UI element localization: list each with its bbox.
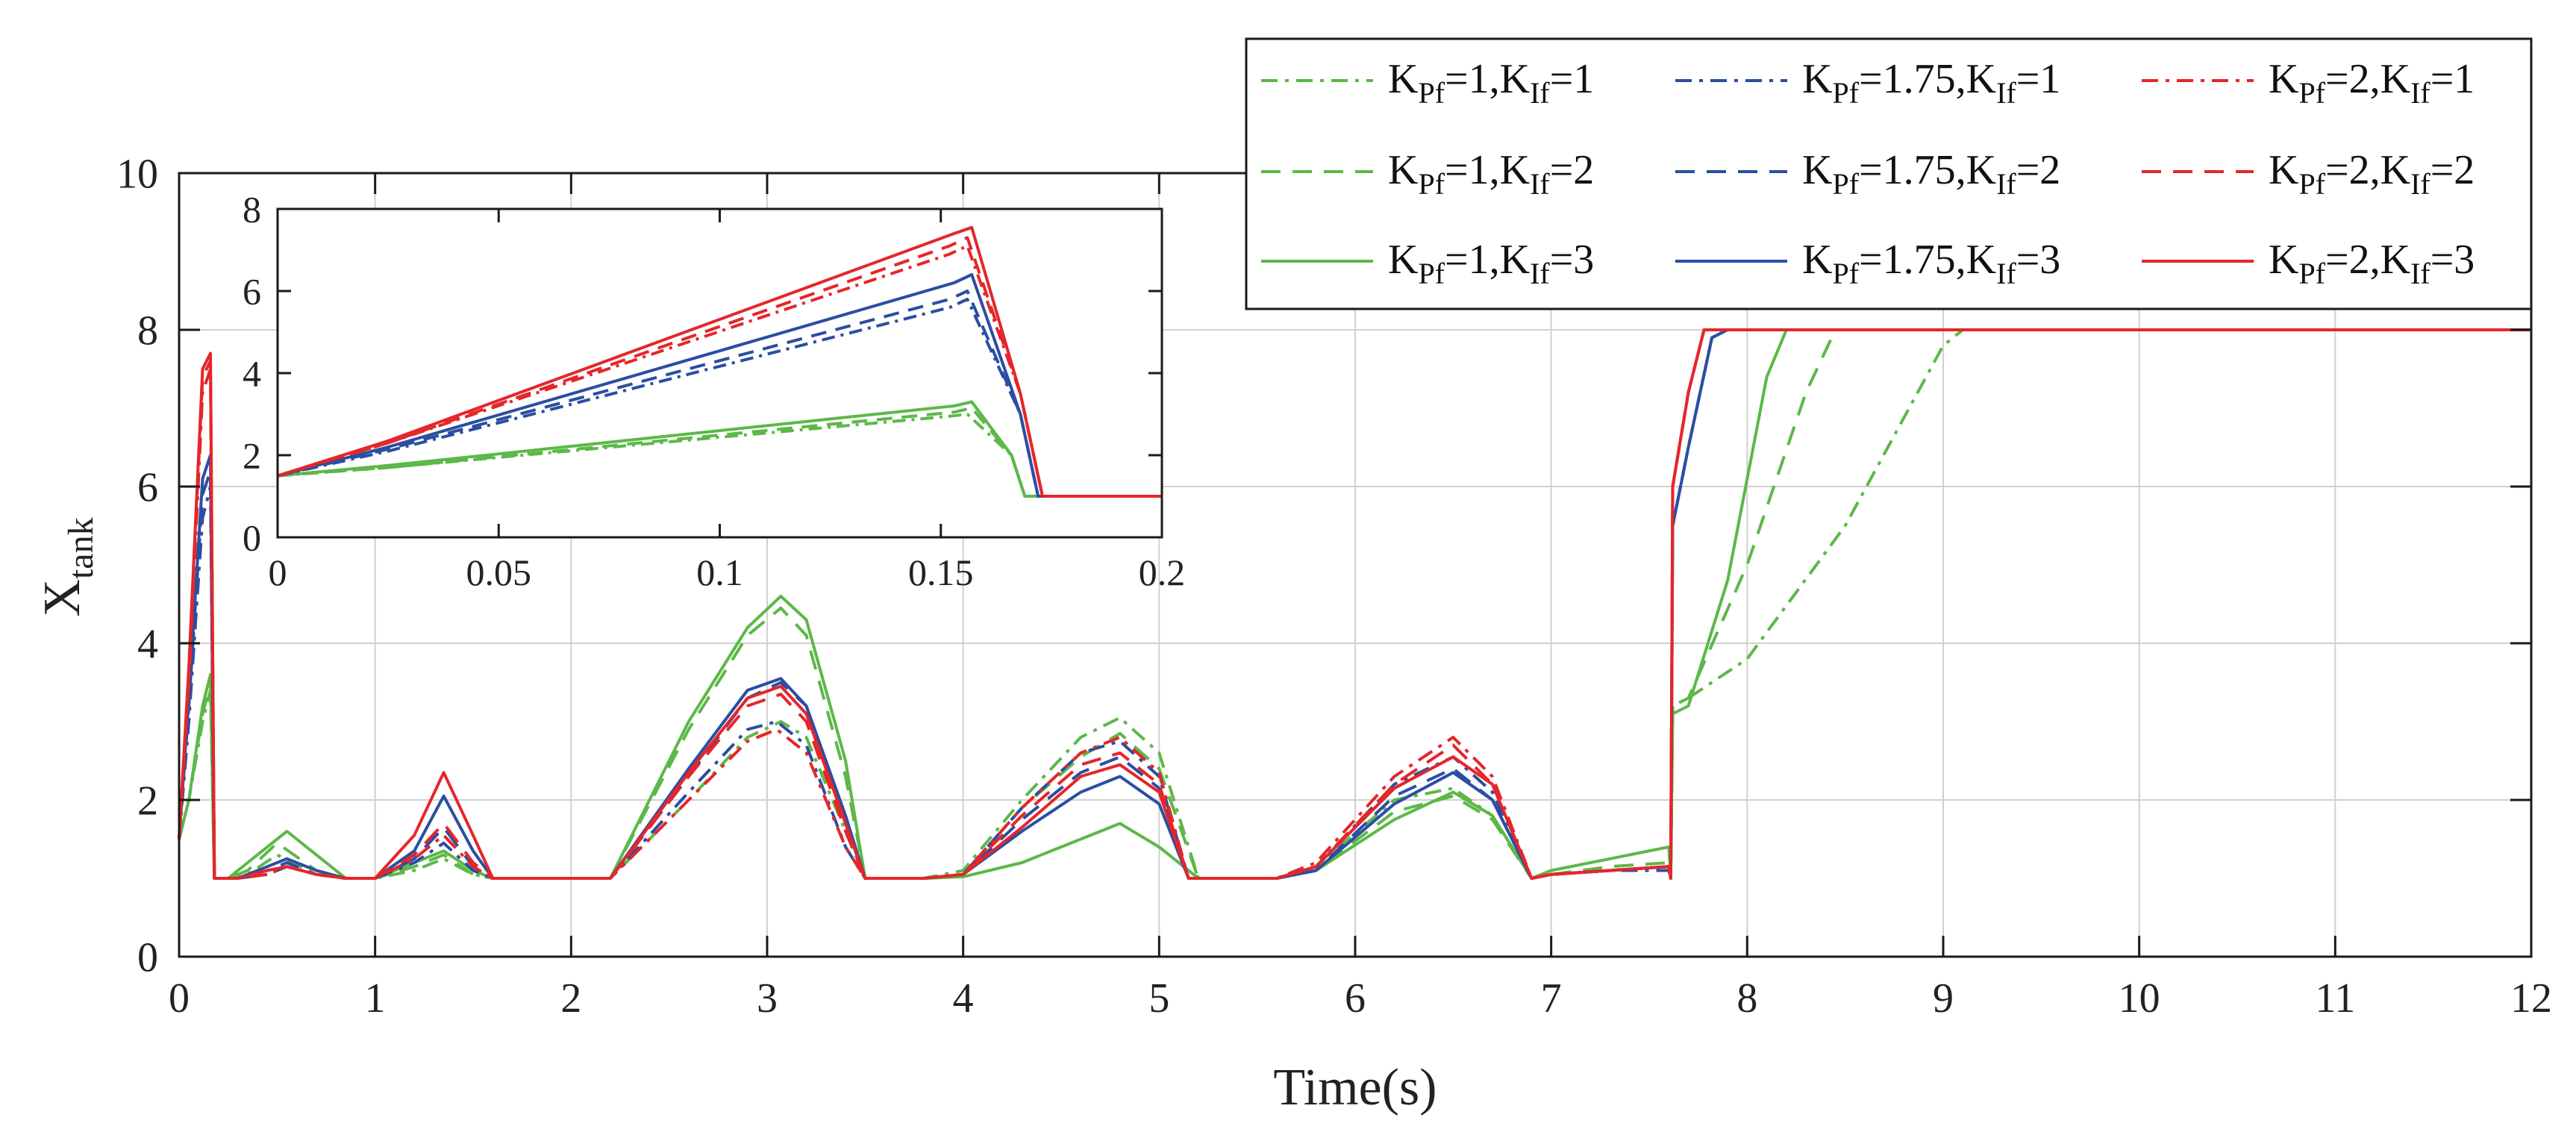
x-tick-label: 7 xyxy=(1541,975,1562,1022)
legend-label-2: KPf=1,KIf=2 xyxy=(1388,147,1594,201)
x-tick-label: 1 xyxy=(365,975,386,1022)
x-tick-label: 9 xyxy=(1933,975,1954,1022)
legend-box xyxy=(1245,37,2533,310)
main-series-group xyxy=(178,328,2531,880)
inset-tick-labels: 0 0.05 0.1 0.15 0.2 0 2 4 6 8 xyxy=(243,189,1185,594)
x-axis-title: Time(s) xyxy=(1273,1059,1437,1116)
x-tick-label: 12 xyxy=(2510,975,2552,1022)
series-line-3 xyxy=(277,400,1162,498)
legend-label-5: KPf=1.75,KIf=2 xyxy=(1802,147,2060,201)
legend-label-8: KPf=2,KIf=2 xyxy=(2269,147,2475,201)
x-tick-label: 0 xyxy=(169,975,190,1022)
legend-entries: KPf=1,KIf=1 KPf=1,KIf=2 KPf=1,KIf=3 KPf=1.7… xyxy=(1261,56,2475,290)
series-line-9 xyxy=(277,225,1162,498)
x-tick-label: 3 xyxy=(757,975,778,1022)
y-tick-label: 10 xyxy=(116,151,158,198)
y-axis-title-main: X xyxy=(34,579,91,617)
y-axis-title: Xtank xyxy=(34,517,101,616)
y-tick-label: 0 xyxy=(137,935,158,981)
x-tick-label: 11 xyxy=(2315,975,2355,1022)
x-tick-label: 0 xyxy=(269,551,287,593)
legend-label-1: KPf=1,KIf=1 xyxy=(1388,56,1594,110)
x-tick-label: 8 xyxy=(1736,975,1757,1022)
x-tick-label: 0.15 xyxy=(908,551,974,593)
y-tick-label: 6 xyxy=(243,271,261,313)
y-tick-label: 0 xyxy=(243,517,261,559)
x-tick-label: 4 xyxy=(953,975,974,1022)
x-tick-label: 10 xyxy=(2119,975,2160,1022)
y-tick-label: 6 xyxy=(137,465,158,511)
svg-text:Xtank: Xtank xyxy=(34,517,101,616)
legend-label-4: KPf=1.75,KIf=1 xyxy=(1802,56,2060,110)
legend-label-9: KPf=2,KIf=3 xyxy=(2269,237,2475,290)
x-tick-label: 2 xyxy=(560,975,581,1022)
y-tick-label: 2 xyxy=(243,435,261,477)
inset-series-group xyxy=(277,225,1162,498)
series-line-8 xyxy=(277,236,1162,498)
x-tick-label: 6 xyxy=(1345,975,1366,1022)
inset-background xyxy=(278,209,1162,537)
legend-label-3: KPf=1,KIf=3 xyxy=(1388,237,1594,290)
series-line-6 xyxy=(277,273,1162,498)
y-tick-label: 8 xyxy=(137,308,158,354)
y-tick-label: 4 xyxy=(137,622,158,668)
legend-label-6: KPf=1.75,KIf=3 xyxy=(1802,237,2060,290)
y-tick-label: 2 xyxy=(137,778,158,825)
y-axis-title-sub: tank xyxy=(61,517,101,579)
legend-label-7: KPf=2,KIf=1 xyxy=(2269,56,2475,110)
series-line-9 xyxy=(178,328,2531,880)
series-line-4 xyxy=(277,298,1162,498)
x-tick-label: 0.2 xyxy=(1139,551,1186,593)
y-tick-label: 8 xyxy=(243,189,261,231)
x-tick-label: 0.1 xyxy=(696,551,743,593)
y-tick-label: 4 xyxy=(243,353,261,395)
x-tick-label: 5 xyxy=(1148,975,1169,1022)
x-tick-label: 0.05 xyxy=(466,551,532,593)
